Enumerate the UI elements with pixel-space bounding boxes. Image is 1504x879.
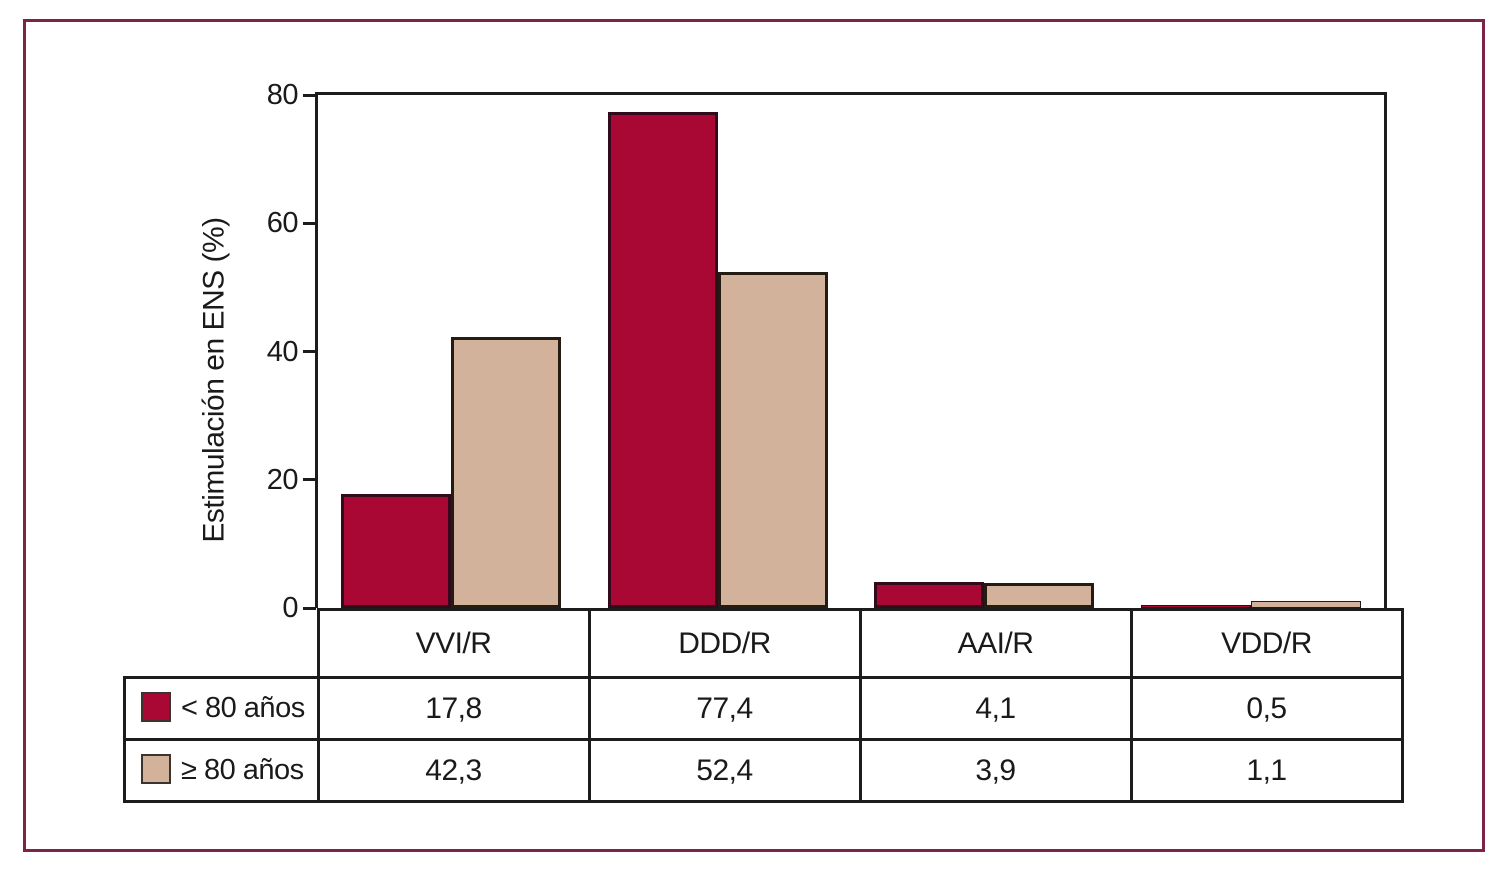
legend-swatch-icon (141, 692, 171, 723)
y-axis-tick-label: 0 (282, 592, 298, 624)
y-axis-tick-mark (303, 221, 316, 225)
bar-series1-vdd-r (1250, 600, 1361, 608)
legend-swatch-icon (141, 754, 171, 785)
y-axis-tick-label: 80 (266, 79, 299, 111)
category-header-ddd-r: DDD/R (587, 608, 862, 679)
table-row-series0: < 80 años 17,8 77,4 4,1 0,5 (123, 676, 1404, 741)
category-header-aai-r: AAI/R (858, 608, 1133, 679)
legend-cell-series1: ≥ 80 años (123, 738, 320, 803)
category-header-vvi-r: VVI/R (316, 608, 591, 679)
value-cell-series1-vdd-r: 1,1 (1129, 738, 1404, 803)
value-cell-series1-ddd-r: 52,4 (587, 738, 862, 803)
bar-series1-aai-r (984, 583, 1095, 608)
y-axis-tick-mark (303, 478, 316, 482)
value-cell-series1-vvi-r: 42,3 (316, 738, 591, 803)
y-axis-tick-mark (303, 350, 316, 353)
value-cell-series0-vdd-r: 0,5 (1129, 676, 1404, 741)
table-header-row: VVI/R DDD/R AAI/R VDD/R (125, 608, 1404, 679)
y-axis-tick-label: 20 (266, 463, 299, 496)
plot-area: 0 20 40 60 80 (267, 79, 1387, 624)
value-cell-series0-ddd-r: 77,4 (587, 676, 862, 741)
category-header-vdd-r: VDD/R (1129, 608, 1404, 679)
value-cell-series0-aai-r: 4,1 (858, 676, 1133, 741)
y-axis-title: Estimulación en ENS (%) (198, 217, 232, 543)
y-axis-title-box: Estimulación en ENS (%) (192, 122, 238, 638)
legend-label: < 80 años (181, 692, 305, 724)
y-axis-tick-mark (303, 93, 316, 97)
bar-series1-ddd-r (717, 272, 828, 608)
y-axis-tick-mark (303, 606, 316, 610)
legend-cell-series0: < 80 años (123, 676, 320, 741)
value-cell-series0-vvi-r: 17,8 (316, 676, 591, 741)
y-axis-tick-label: 40 (266, 335, 299, 368)
table-phantom-cell (125, 610, 319, 678)
legend-label: ≥ 80 años (181, 754, 304, 786)
bar-series0-vvi-r (341, 493, 452, 608)
bar-series0-aai-r (874, 581, 985, 608)
bar-series1-vvi-r (451, 336, 562, 608)
bar-series0-vdd-r (1140, 604, 1251, 608)
table-row-series1: ≥ 80 años 42,3 52,4 3,9 1,1 (123, 738, 1404, 803)
bar-series0-ddd-r (607, 111, 718, 608)
chart-data-table: VVI/R DDD/R AAI/R VDD/R < 80 años 17,8 77,4 4,1… (123, 608, 1404, 803)
value-cell-series1-aai-r: 3,9 (858, 738, 1133, 803)
y-axis-tick-label: 60 (266, 207, 299, 240)
